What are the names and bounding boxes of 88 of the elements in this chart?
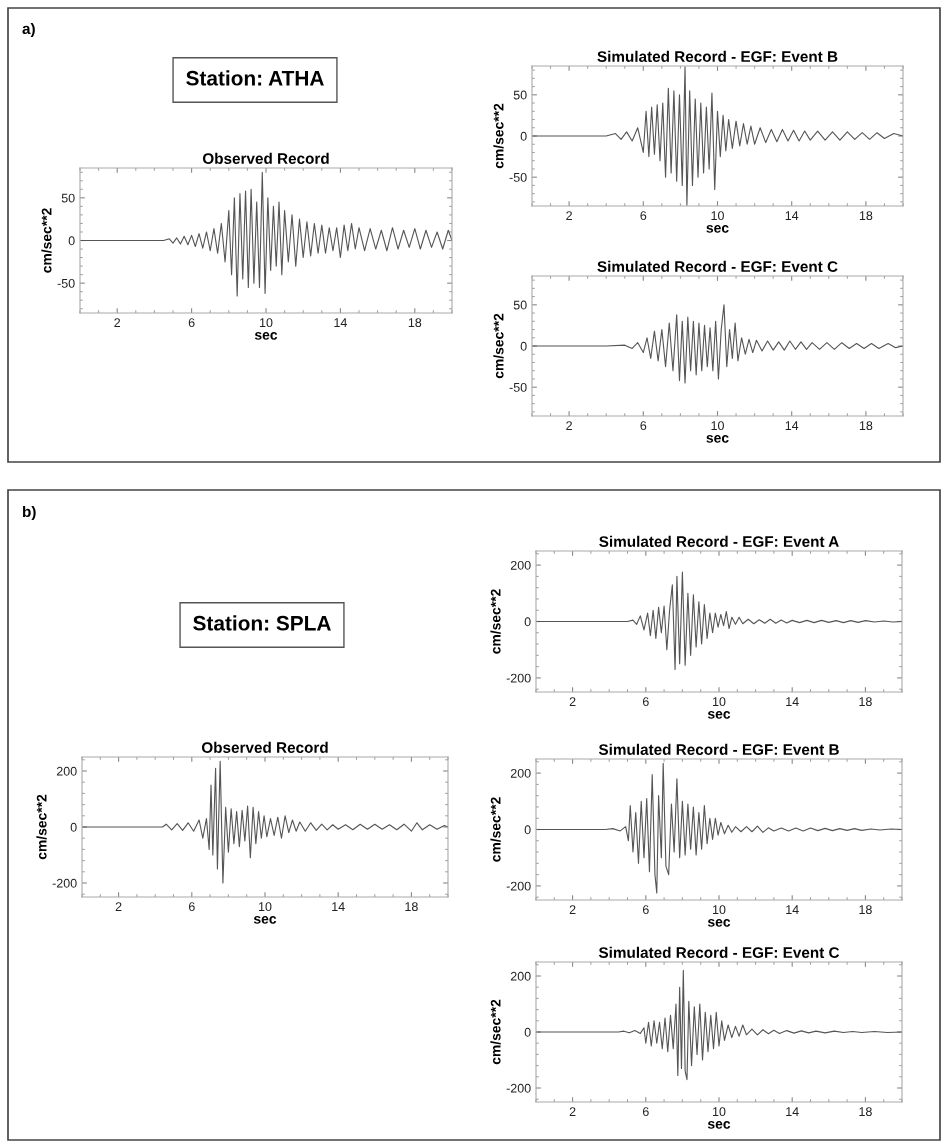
line-series: [80, 171, 452, 297]
x-tick-label: 18: [408, 318, 422, 328]
x-tick-label: 2: [569, 905, 576, 914]
x-tick-label: 2: [114, 318, 121, 327]
line-series: [536, 571, 902, 670]
y-tick-label: 200: [56, 766, 77, 776]
y-tick-label: -200: [52, 878, 77, 888]
y-tick-label: 50: [61, 193, 75, 203]
x-tick-label: 10: [260, 318, 273, 328]
x-axis-title: sec: [707, 919, 731, 927]
text: b): [23, 505, 36, 521]
x-tick-label: 6: [642, 905, 649, 915]
x-tick-label: 6: [188, 318, 195, 328]
chart-title: Simulated Record - EGF: Event B: [597, 50, 838, 62]
x-tick-label: 18: [405, 902, 418, 912]
line-series: [82, 760, 448, 884]
y-tick-label: 200: [510, 768, 531, 778]
x-axis-title: sec: [254, 332, 278, 340]
y-tick-label: 50: [513, 90, 527, 100]
y-tick-label: -200: [506, 673, 531, 683]
text: Station: ATHA: [186, 70, 324, 86]
chart-title: Observed Record: [202, 152, 329, 164]
x-tick-label: 14: [334, 318, 347, 327]
x-tick-label: 2: [115, 902, 122, 911]
x-tick-label: 2: [569, 697, 576, 706]
x-axis-title: sec: [253, 916, 277, 924]
chart-title: Simulated Record - EGF: Event C: [597, 260, 838, 272]
x-tick-label: 18: [859, 1107, 872, 1117]
y-tick-label: 50: [513, 300, 527, 310]
y-axis-title: cm/sec**2: [36, 794, 47, 860]
y-tick-label: 0: [524, 1027, 531, 1037]
x-axis-title: sec: [707, 711, 731, 719]
x-tick-label: 10: [713, 905, 726, 915]
x-tick-label: 2: [566, 211, 572, 220]
y-tick-label: -50: [509, 382, 527, 392]
y-axis-title: cm/sec**2: [490, 999, 501, 1065]
x-tick-label: 6: [642, 697, 649, 707]
x-tick-label: 18: [859, 697, 872, 707]
x-tick-label: 6: [640, 421, 647, 431]
x-tick-label: 18: [859, 211, 873, 221]
line-series: [536, 762, 902, 894]
x-tick-label: 10: [713, 697, 726, 707]
text: Station: SPLA: [193, 615, 331, 631]
chart-title: Simulated Record - EGF: Event C: [598, 946, 840, 958]
y-axis-title: cm/sec**2: [41, 208, 52, 273]
y-tick-label: 0: [524, 617, 531, 627]
y-tick-label: -200: [506, 1083, 531, 1093]
y-tick-label: -200: [506, 881, 531, 891]
x-tick-label: 18: [859, 421, 873, 431]
line-series: [536, 969, 902, 1081]
x-tick-label: 14: [786, 905, 799, 914]
y-tick-label: 0: [524, 825, 531, 835]
chart-title: Observed Record: [201, 741, 328, 753]
x-tick-label: 14: [786, 697, 799, 706]
x-tick-label: 14: [332, 902, 345, 911]
x-tick-label: 18: [859, 905, 872, 915]
x-tick-label: 2: [566, 421, 572, 430]
line-series: [532, 304, 903, 384]
text: a): [22, 22, 35, 38]
x-axis-title: sec: [707, 1121, 731, 1129]
x-tick-label: 10: [711, 211, 724, 221]
y-axis-title: cm/sec**2: [493, 103, 504, 169]
y-axis-title: cm/sec**2: [490, 589, 501, 654]
chart-title: Simulated Record - EGF: Event B: [598, 743, 839, 755]
x-axis-title: sec: [706, 435, 729, 443]
x-tick-label: 10: [259, 902, 272, 912]
y-axis-title: cm/sec**2: [493, 313, 504, 379]
x-tick-label: 10: [711, 421, 724, 431]
x-axis-title: sec: [706, 225, 729, 233]
y-tick-label: 0: [68, 236, 75, 246]
y-tick-label: 200: [510, 971, 531, 981]
y-axis-title: cm/sec**2: [490, 797, 501, 862]
x-tick-label: 14: [785, 211, 799, 220]
x-tick-label: 14: [785, 421, 799, 430]
chart-title: Simulated Record - EGF: Event A: [599, 535, 839, 547]
y-tick-label: -50: [57, 278, 75, 288]
x-tick-label: 6: [640, 211, 647, 221]
x-tick-label: 6: [188, 902, 195, 912]
x-tick-label: 14: [786, 1107, 799, 1116]
y-tick-label: 0: [520, 131, 527, 141]
x-tick-label: 6: [642, 1107, 649, 1117]
y-tick-label: -50: [509, 172, 527, 182]
y-tick-label: 0: [520, 341, 527, 351]
y-tick-label: 200: [510, 560, 531, 570]
y-tick-label: 0: [70, 822, 77, 832]
x-tick-label: 10: [713, 1107, 726, 1117]
x-tick-label: 2: [569, 1107, 576, 1116]
line-series: [532, 66, 903, 206]
